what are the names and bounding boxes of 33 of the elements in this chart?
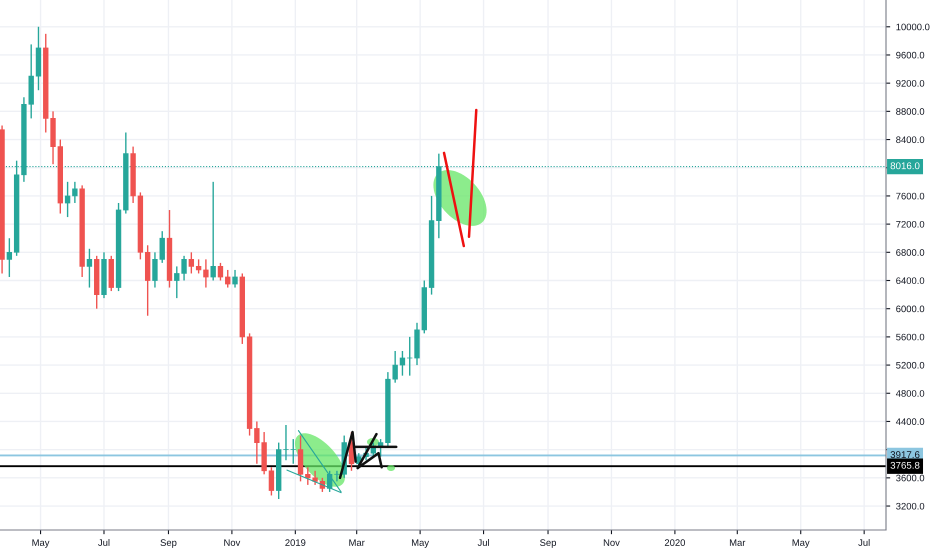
y-tick-label: 4800.0	[896, 390, 924, 397]
y-tick-label: 7600.0	[896, 192, 924, 200]
y-tick-label: 5200.0	[896, 362, 924, 369]
ref-line-label: 3765.8	[890, 462, 920, 469]
x-tick-label: Jul	[478, 539, 489, 546]
x-tick-label: Jul	[98, 539, 110, 546]
x-tick-label: 2020	[664, 539, 686, 546]
y-tick-label: 6400.0	[896, 277, 924, 284]
x-tick-label: Nov	[224, 539, 240, 546]
y-tick-label: 8400.0	[896, 136, 924, 144]
y-tick-label: 10000.0	[896, 24, 930, 30]
x-tick-label: Mar	[349, 539, 365, 546]
x-tick-label: Nov	[604, 539, 620, 546]
x-tick-label: May	[32, 539, 50, 548]
x-tick-label: Jul	[858, 539, 870, 546]
ref-line-label: 3917.6	[890, 451, 920, 458]
ref-line-label: 8016.0	[890, 162, 920, 170]
x-tick-label: May	[412, 539, 430, 548]
y-tick-label: 9200.0	[896, 80, 924, 87]
y-tick-label: 8800.0	[896, 108, 924, 115]
y-tick-label: 4400.0	[896, 418, 924, 425]
x-tick-label: 2019	[285, 539, 306, 546]
y-tick-label: 3200.0	[896, 502, 924, 510]
y-tick-label: 9600.0	[896, 52, 924, 58]
x-tick-label: May	[792, 539, 810, 548]
y-tick-label: 6000.0	[896, 306, 924, 312]
x-tick-label: Sep	[540, 539, 556, 548]
x-tick-label: Mar	[730, 539, 746, 546]
y-tick-label: 3600.0	[896, 474, 924, 482]
y-tick-label: 6800.0	[896, 249, 924, 256]
y-tick-label: 7200.0	[896, 220, 924, 228]
x-tick-label: Sep	[160, 539, 176, 548]
y-tick-label: 5600.0	[896, 334, 924, 340]
